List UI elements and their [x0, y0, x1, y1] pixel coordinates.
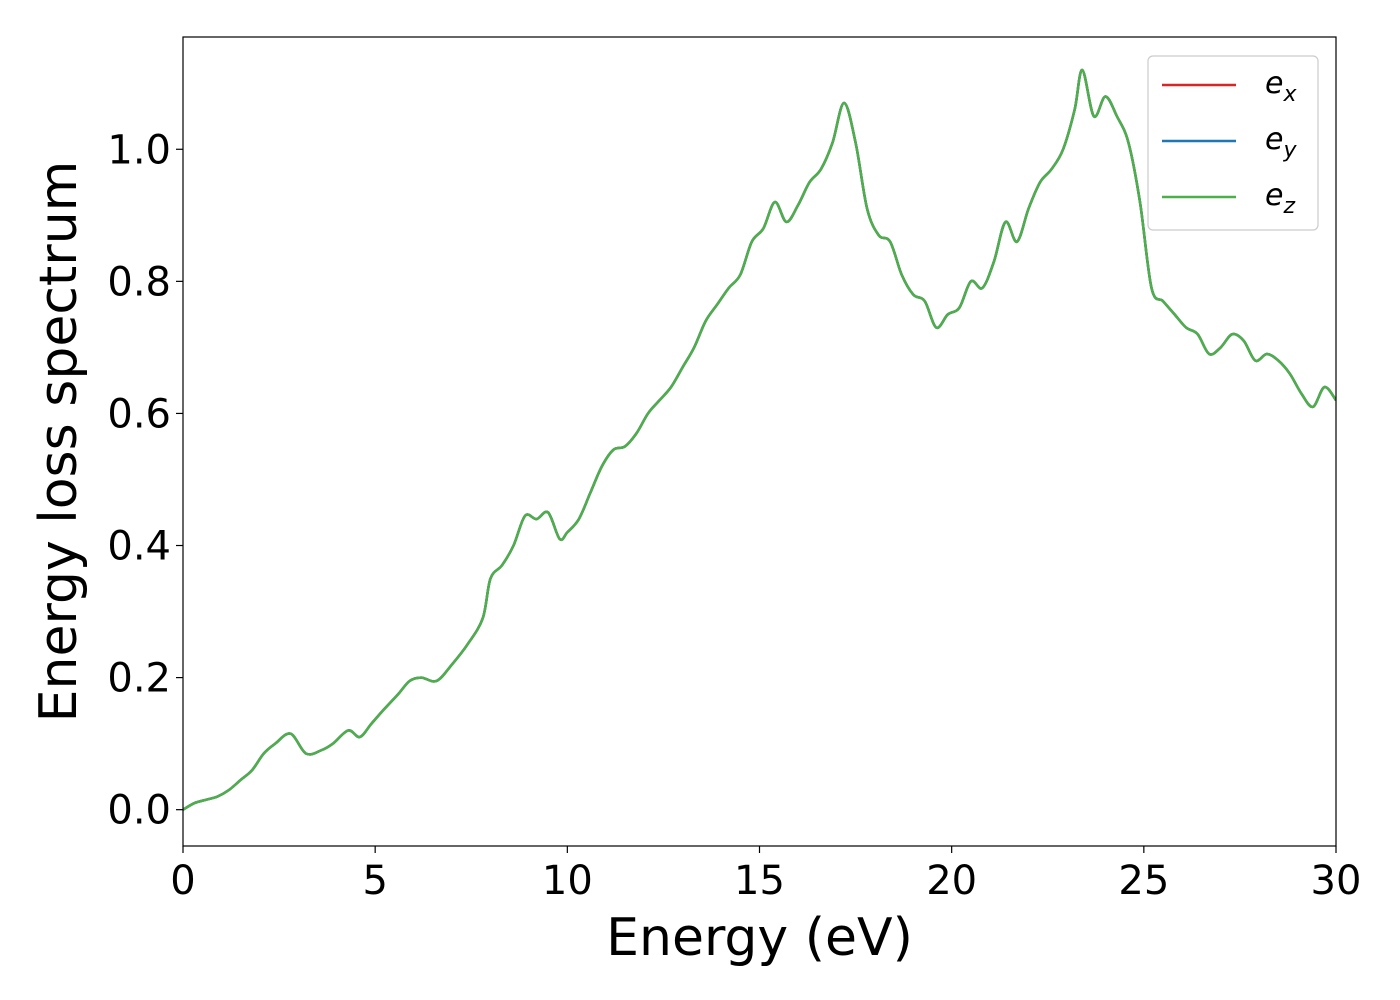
- series-layer: [183, 68, 1336, 811]
- x-axis-label: Energy (eV): [606, 908, 913, 968]
- plot-background: [183, 37, 1336, 846]
- x-tick-label: 5: [362, 858, 387, 904]
- series-line-e-z: [183, 68, 1336, 811]
- axes-layer: 0 5 10 15 20 25 30 0.0 0.2 0.4 0.6 0.8 1.0: [107, 36, 1362, 904]
- y-axis-label: Energy loss spectrum: [29, 161, 89, 723]
- x-tick-label: 20: [926, 858, 977, 904]
- x-tick-label: 10: [542, 858, 593, 904]
- y-tick-label: 0.8: [107, 259, 171, 305]
- x-tick-label: 0: [170, 858, 195, 904]
- y-tick-label: 1.0: [107, 127, 171, 173]
- legend: ex ey ez: [1147, 55, 1319, 231]
- legend-label-x: ex: [1265, 66, 1297, 107]
- legend-label-z: ez: [1265, 178, 1295, 219]
- x-tick-label: 30: [1311, 858, 1362, 904]
- y-tick-label: 0.2: [107, 656, 171, 702]
- x-tick-label: 15: [734, 858, 785, 904]
- y-tick-label: 0.6: [107, 391, 171, 437]
- legend-box: [1147, 55, 1319, 231]
- legend-label-y: ey: [1265, 122, 1297, 163]
- y-tick-label: 0.0: [107, 788, 171, 834]
- x-tick-label: 25: [1118, 858, 1169, 904]
- y-tick-label: 0.4: [107, 524, 171, 570]
- plot-area: [183, 37, 1336, 846]
